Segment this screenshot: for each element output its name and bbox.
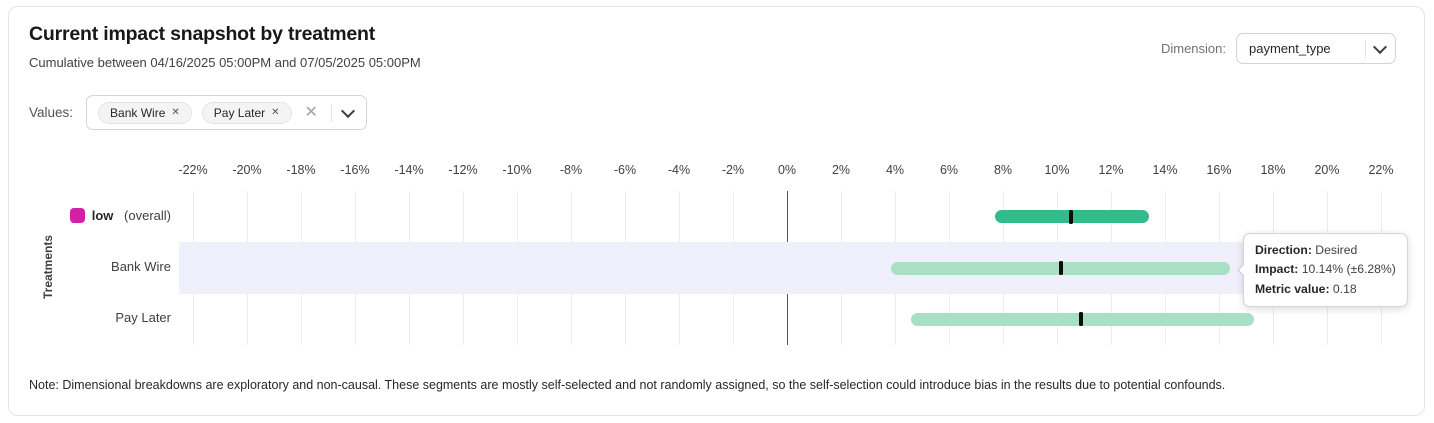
tooltip-row: Metric value: 0.18 [1255,281,1357,296]
x-axis-tick-label: 10% [1044,163,1070,177]
dimension-control: Dimension: payment_type [1161,33,1396,64]
x-axis-tick-label: 8% [993,163,1013,177]
impact-point-tick [1058,261,1063,275]
values-chips: Bank Wire ✕ Pay Later ✕ [98,101,292,124]
impact-point-tick [1068,209,1073,224]
impact-point-tick [1079,312,1084,327]
x-axis-tick-label: -12% [448,163,478,177]
clear-values-icon[interactable]: ✕ [304,103,318,121]
dimension-selected-value: payment_type [1249,41,1331,56]
page-title: Current impact snapshot by treatment [29,23,376,45]
x-axis-tick-label: 6% [939,163,959,177]
card: Current impact snapshot by treatment Cum… [8,6,1425,416]
x-axis-tick-label: 22% [1368,163,1394,177]
values-label: Values: [29,105,74,120]
legend-swatch [69,207,85,223]
row-labels: low (overall) Bank Wire Pay Later [57,191,171,345]
x-axis-tick-label: 4% [885,163,905,177]
chevron-down-icon[interactable] [340,103,356,118]
x-axis-tick-label: -16% [340,163,370,177]
chip-remove-icon[interactable]: ✕ [271,106,280,118]
chip-remove-icon[interactable]: ✕ [171,106,180,118]
divider [330,103,332,122]
x-axis-tick-label: 14% [1152,163,1178,177]
chevron-down-icon[interactable] [1372,39,1388,54]
treatment-row-label: Pay Later [115,310,171,326]
divider [1365,39,1366,58]
x-axis-tick-label: 20% [1314,163,1340,177]
chart-tooltip: Direction: Desired Impact: 10.14% (±6.28%… [1237,233,1408,307]
date-range-subtitle: Cumulative between 04/16/2025 05:00PM an… [29,55,421,70]
x-axis-tick-label: 12% [1098,163,1124,177]
value-chip-label: Pay Later [213,105,266,120]
y-axis-title: Treatments [41,234,55,300]
dimension-label: Dimension: [1160,41,1226,56]
x-axis-tick-label: -20% [232,163,262,177]
x-axis-tick-label: 2% [831,163,851,177]
treatment-row-label: low (overall) [69,207,171,223]
footnote: Note: Dimensional breakdowns are explora… [29,378,1226,392]
treatment-row-label: Bank Wire [111,259,171,274]
values-multiselect[interactable]: Bank Wire ✕ Pay Later ✕ ✕ [86,95,367,130]
value-chip[interactable]: Bank Wire ✕ [98,101,192,124]
x-axis-tick-label: 18% [1260,163,1286,177]
x-axis-tick-label: -14% [394,163,424,177]
x-axis-tick-label: -22% [178,163,208,177]
x-axis-tick-label: -6% [613,163,637,177]
x-axis-tick-label: -18% [286,163,316,177]
x-axis-tick-label: -4% [667,163,691,177]
x-axis-tick-label: -2% [721,163,745,177]
plot-area [179,191,1386,345]
x-axis-tick-label: 0% [777,163,797,177]
x-axis-tick-label: -8% [559,163,583,177]
tooltip-row: Impact: 10.14% (±6.28%) [1255,262,1396,277]
x-axis: -22% -20% -18% -16% -14% -12% -10% -8% -6% -4% -2%… [178,163,1393,181]
value-chip[interactable]: Pay Later ✕ [201,101,292,124]
chart-tooltip-body: Direction: Desired Impact: 10.14% (±6.28%… [1255,241,1396,299]
values-filter: Values: Bank Wire ✕ Pay Later ✕ ✕ [29,95,367,130]
dimension-select[interactable]: payment_type [1236,33,1396,64]
tooltip-row: Direction: Desired [1255,243,1358,257]
x-axis-tick-label: -10% [502,163,532,177]
x-axis-tick-label: 16% [1206,163,1232,177]
value-chip-label: Bank Wire [110,105,166,120]
